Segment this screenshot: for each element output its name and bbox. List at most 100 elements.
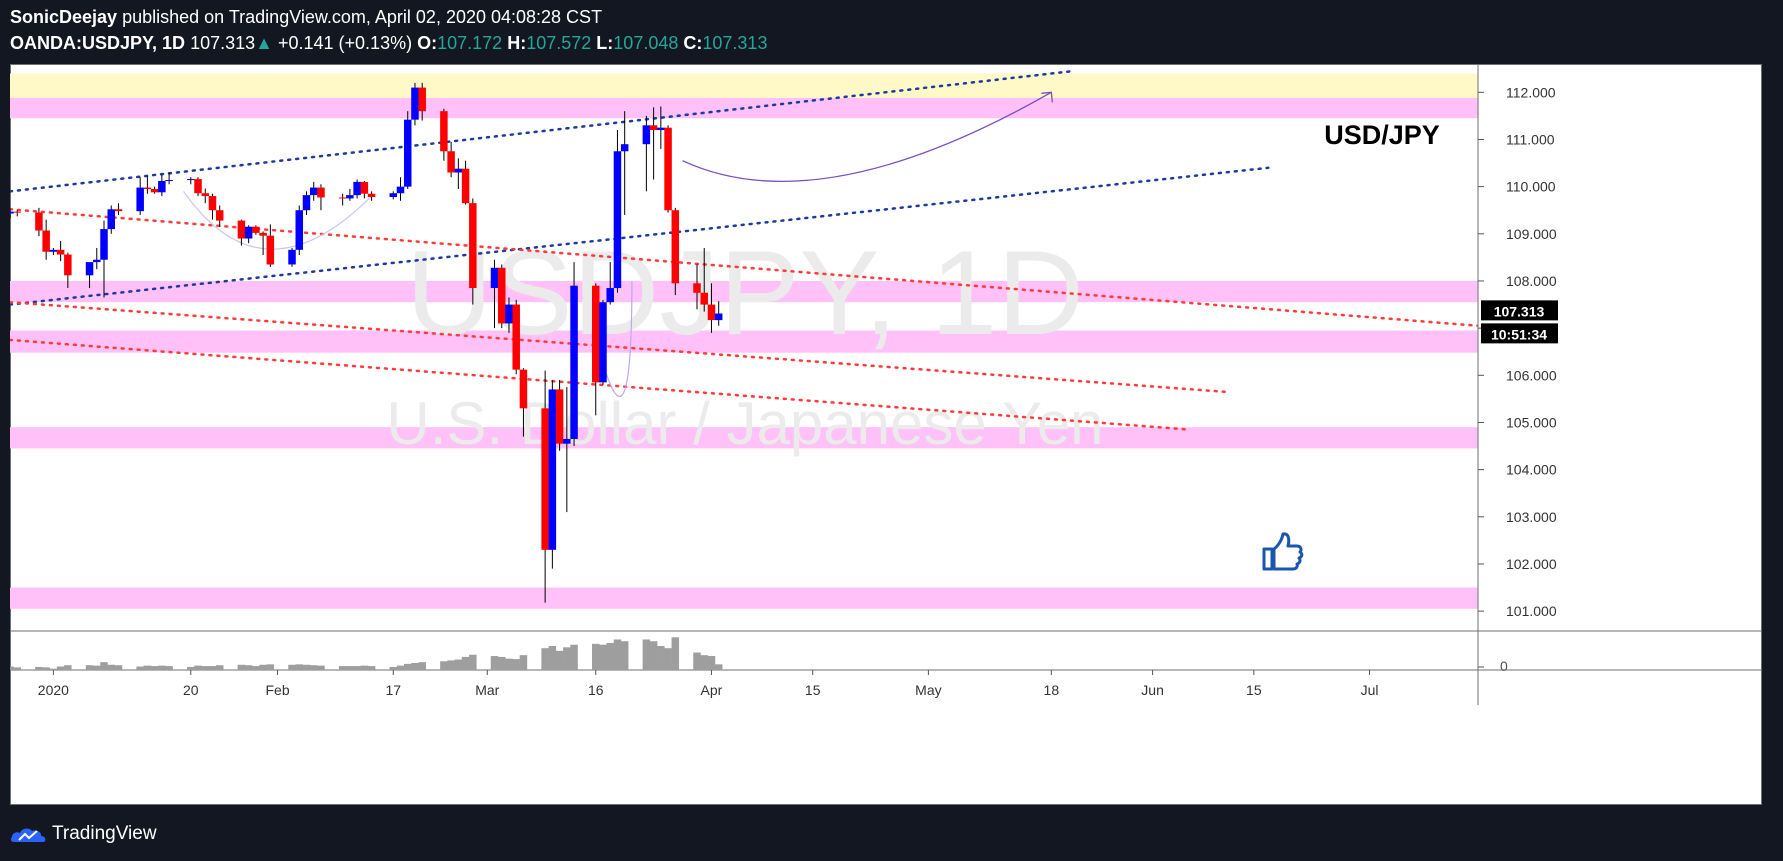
candle (10, 207, 14, 219)
candle (252, 225, 260, 235)
candle (454, 158, 463, 189)
candle-body (555, 389, 564, 444)
trendline-1 (10, 166, 1270, 306)
candle (469, 198, 477, 305)
volume-bar (187, 666, 195, 670)
volume-bar (389, 666, 398, 670)
candle-body (64, 254, 72, 276)
candle-body (114, 209, 123, 212)
symbol-info: OANDA:USDJPY, 1D 107.313▲ +0.141 (+0.13%… (10, 33, 767, 54)
price-chart[interactable]: USDJPY, 1D U.S. Dollar / Japanese Yen USD/… (10, 64, 1762, 805)
volume-bar (114, 665, 123, 670)
candle (613, 130, 622, 293)
candle-body (252, 226, 260, 233)
y-tick-label: 110.000 (1506, 179, 1556, 195)
candle-body (700, 292, 708, 305)
candle (620, 111, 629, 215)
candle (187, 177, 195, 185)
candle-body (454, 168, 463, 173)
volume-bar (194, 665, 202, 670)
candle-body (620, 144, 629, 152)
candle-body (649, 125, 658, 131)
y-tick-label: 102.000 (1506, 556, 1557, 572)
candle (237, 219, 246, 246)
candle-body (208, 196, 217, 211)
y-tick-label: 101.000 (1506, 603, 1557, 619)
author-name[interactable]: SonicDeejay (10, 7, 118, 27)
candle-body (664, 127, 672, 211)
symbol-name[interactable]: OANDA:USDJPY, 1D (10, 33, 186, 53)
candle-body (158, 180, 166, 193)
volume-bar (136, 666, 144, 670)
candle (700, 247, 708, 312)
volume-bar (302, 664, 311, 670)
watermark-name: U.S. Dollar / Japanese Yen (386, 390, 1103, 457)
candle (490, 259, 499, 329)
plot-area: USDJPY, 1D U.S. Dollar / Japanese Yen USD/… (10, 69, 1478, 609)
volume-bar (143, 665, 152, 670)
watermark-symbol: USDJPY, 1D (406, 226, 1084, 360)
candle-body (93, 259, 101, 263)
volume-bar (505, 658, 513, 670)
candle (150, 186, 159, 194)
candle (447, 141, 455, 178)
low-value: 107.048 (613, 33, 679, 53)
candle-body (100, 229, 108, 260)
candle-body (346, 195, 354, 199)
candle-body (570, 285, 578, 439)
thumbs-up-icon (1262, 532, 1304, 571)
candle-body (497, 267, 506, 324)
volume-bar (548, 646, 557, 670)
volume-bar (42, 667, 50, 670)
candle (541, 370, 549, 603)
y-tick-label: 105.000 (1506, 414, 1557, 430)
volume-bar (208, 666, 217, 670)
candle (295, 205, 304, 256)
candle (93, 247, 101, 270)
volume-bar (469, 654, 477, 670)
volume-bar (563, 647, 571, 670)
last-price: 107.313 (190, 33, 256, 53)
candle-body (49, 249, 58, 252)
tradingview-logo-icon[interactable] (10, 820, 50, 848)
candle (555, 380, 564, 451)
candle-body (461, 168, 470, 204)
y-tick-label: 112.000 (1506, 84, 1556, 100)
volume-bar (599, 644, 607, 670)
volume-bar (512, 659, 520, 670)
volume-bar (613, 639, 622, 670)
candle-body (10, 211, 14, 214)
candle-body (266, 235, 275, 265)
candle (346, 188, 354, 201)
candle (85, 262, 94, 289)
candle (158, 174, 166, 197)
volume-bar (707, 656, 716, 670)
instrument-label: USD/JPY (1324, 120, 1440, 150)
candle-body (353, 181, 361, 196)
close-value: 107.313 (702, 33, 768, 53)
candle (512, 299, 520, 375)
volume-bar (317, 665, 325, 670)
candle-body (599, 302, 607, 383)
candle-body (519, 369, 528, 409)
candle-body (592, 285, 600, 383)
candle-body (490, 267, 499, 289)
volume-bar (215, 665, 224, 670)
candle-body (136, 187, 144, 212)
candle-body (367, 193, 376, 198)
volume-bar (671, 637, 680, 670)
candle (505, 297, 513, 333)
candle-body (389, 193, 398, 198)
candle-body (107, 209, 115, 230)
candle (606, 262, 614, 305)
candle-body (309, 187, 318, 196)
sr-zone-3 (10, 330, 1478, 353)
footer (0, 810, 1783, 861)
candle (143, 176, 152, 194)
candle (353, 179, 361, 199)
volume-bar (360, 665, 369, 670)
volume-bar (700, 655, 708, 670)
volume-bar (714, 664, 723, 670)
candle (693, 264, 701, 310)
volume-bar (49, 668, 58, 670)
